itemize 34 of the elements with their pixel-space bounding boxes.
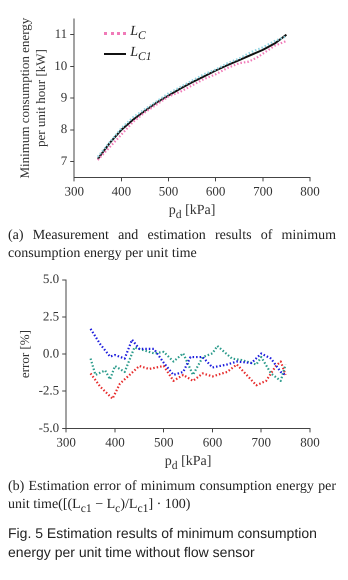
- y-tick-label: -2.5: [38, 382, 60, 398]
- x-tick-label: 400: [105, 434, 125, 450]
- y-tick-label: 10: [54, 58, 68, 73]
- x-tick-label: 500: [158, 184, 178, 199]
- y-tick-label: 8: [60, 121, 68, 136]
- x-tick-label: 800: [300, 434, 320, 450]
- text: (b) Estimation error of minimum consumption energy per unit time([(L$_{c1}$ − L$_{c}$)/L$_{c1}$] · 100): [8, 478, 336, 517]
- y-tick-label: 5.0: [42, 271, 60, 286]
- legend-label: L$_{C}$: [130, 22, 146, 44]
- x-tick-label: 300: [56, 434, 76, 450]
- y-axis-title: error [%]: [17, 330, 32, 378]
- y-tick-label: 11: [54, 26, 68, 42]
- text: (a) Measurement and estimation results of minimum consumption energy per unit time: [8, 227, 336, 263]
- y-tick-label: 0.0: [42, 346, 60, 361]
- x-tick-label: 600: [206, 184, 226, 199]
- legend-label: L$_{C1}$: [130, 44, 152, 64]
- x-tick-label: 400: [112, 184, 132, 199]
- line-series: [89, 344, 287, 382]
- caption: Fig. 5 Estimation results of minimum consumption energy per unit time without flow sensor: [8, 524, 318, 562]
- x-tick-label: 600: [202, 434, 222, 450]
- x-axis-title: p$_{d}$ [kPa]: [164, 454, 212, 472]
- y-tick-label: 7: [60, 152, 68, 168]
- y-tick-label: 2.5: [42, 308, 60, 324]
- y-tick-label: 9: [60, 90, 68, 105]
- x-tick-label: 800: [300, 184, 320, 199]
- line-series: [89, 360, 287, 400]
- x-tick-label: 500: [154, 434, 174, 450]
- x-tick-label: 700: [253, 184, 273, 199]
- line-series: [89, 328, 287, 376]
- y-axis-title: Minimum consumption energy per unit hour [kW]: [17, 17, 48, 179]
- y-tick-label: -5.0: [38, 420, 60, 435]
- x-tick-label: 700: [251, 434, 271, 450]
- x-tick-label: 300: [64, 184, 84, 199]
- x-axis-title: p$_{d}$ [kPa]: [168, 203, 216, 221]
